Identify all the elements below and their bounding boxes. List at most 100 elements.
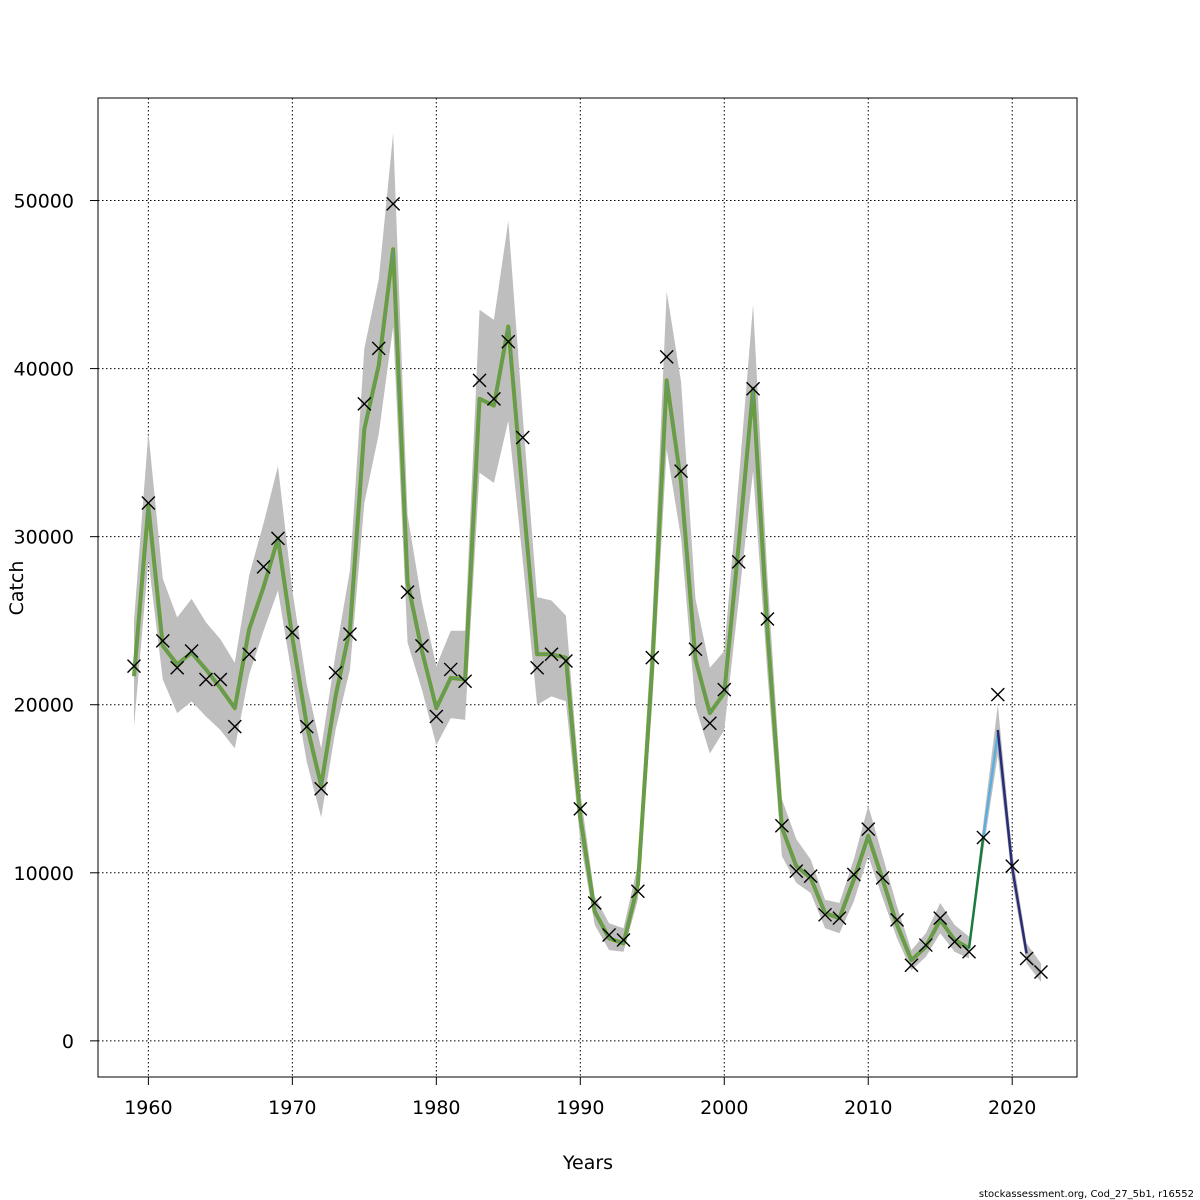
observed-point xyxy=(342,627,357,642)
observed-point xyxy=(890,912,905,927)
observed-point-stroke xyxy=(702,716,717,731)
observed-point-stroke xyxy=(357,396,372,411)
forecast-line xyxy=(1025,956,1042,975)
observed-point xyxy=(918,938,933,953)
observed-point-stroke xyxy=(256,559,271,574)
observed-point-stroke xyxy=(717,682,732,697)
observed-point xyxy=(818,907,833,922)
observed-point xyxy=(213,672,228,687)
observed-point-stroke xyxy=(587,896,602,911)
observed-point xyxy=(242,647,257,662)
observed-point-stroke xyxy=(933,911,948,926)
observed-point xyxy=(472,373,487,388)
observed-point xyxy=(429,709,444,724)
observed-point xyxy=(962,944,977,959)
observed-point xyxy=(861,822,876,837)
observed-point-stroke xyxy=(155,633,170,648)
observed-point xyxy=(803,869,818,884)
observed-point xyxy=(789,864,804,879)
observed-point-stroke xyxy=(400,585,415,600)
y-tick-label: 20000 xyxy=(14,695,74,717)
observed-point-stroke xyxy=(501,334,516,349)
observed-point-stroke xyxy=(630,884,645,899)
observed-point-stroke xyxy=(990,687,1005,702)
observed-point-stroke xyxy=(904,958,919,973)
observed-point xyxy=(270,531,285,546)
observed-point xyxy=(760,612,775,627)
observed-point-stroke xyxy=(515,430,530,445)
observed-point xyxy=(299,719,314,734)
observed-point-stroke xyxy=(213,672,228,687)
observed-point-stroke xyxy=(947,934,962,949)
observed-point xyxy=(314,781,329,796)
y-tick-label: 40000 xyxy=(14,359,74,381)
forecast-confidence-band xyxy=(969,704,1042,983)
observed-point-stroke xyxy=(198,672,213,687)
observed-point-stroke xyxy=(1005,859,1020,874)
observed-point-stroke xyxy=(126,659,141,674)
observed-point-stroke xyxy=(962,944,977,959)
observed-point xyxy=(602,927,617,942)
observed-point-stroke xyxy=(285,625,300,640)
observed-point xyxy=(702,716,717,731)
observed-point xyxy=(674,464,689,479)
observed-point xyxy=(875,870,890,885)
observed-point-stroke xyxy=(760,612,775,627)
observed-point xyxy=(630,884,645,899)
observed-point-stroke xyxy=(890,912,905,927)
observed-point-stroke xyxy=(443,662,458,677)
observed-point xyxy=(846,867,861,882)
observed-point xyxy=(904,958,919,973)
observed-point-stroke xyxy=(918,938,933,953)
observed-point-stroke xyxy=(270,531,285,546)
observed-point xyxy=(530,660,545,675)
observed-point-stroke xyxy=(1019,951,1034,966)
observed-point-stroke xyxy=(861,822,876,837)
plot-frame xyxy=(97,97,1078,1078)
observed-point xyxy=(386,196,401,211)
observed-point-stroke xyxy=(573,801,588,816)
observed-point xyxy=(371,341,386,356)
observed-point-stroke xyxy=(832,911,847,926)
observed-point-stroke xyxy=(659,349,674,364)
x-tick-label: 1970 xyxy=(268,1097,316,1119)
observed-point xyxy=(1034,964,1049,979)
observed-point xyxy=(731,554,746,569)
observed-point-stroke xyxy=(472,373,487,388)
observed-point-stroke xyxy=(184,643,199,658)
observed-point-stroke xyxy=(976,830,991,845)
observed-point xyxy=(198,672,213,687)
observed-point-stroke xyxy=(458,674,473,689)
observed-point xyxy=(933,911,948,926)
observed-point-stroke xyxy=(731,554,746,569)
observed-point xyxy=(746,381,761,396)
grid xyxy=(98,98,1077,1077)
observed-point xyxy=(357,396,372,411)
y-tick-label: 0 xyxy=(62,1031,74,1053)
observed-point-stroke xyxy=(242,647,257,662)
observed-point-stroke xyxy=(688,642,703,657)
observed-point xyxy=(501,334,516,349)
observed-point xyxy=(126,659,141,674)
x-tick-label: 2020 xyxy=(988,1097,1036,1119)
observed-point-stroke xyxy=(371,341,386,356)
observed-point xyxy=(645,650,660,665)
x-tick-label: 2000 xyxy=(700,1097,748,1119)
observed-point-stroke xyxy=(774,818,789,833)
observed-point-stroke xyxy=(328,665,343,680)
observed-point xyxy=(573,801,588,816)
observed-point-stroke xyxy=(414,638,429,653)
forecast-line xyxy=(996,729,1028,954)
observed-point xyxy=(285,625,300,640)
footer-credit: stockassessment.org, Cod_27_5b1, r16552 xyxy=(979,1189,1194,1200)
observed-point-stroke xyxy=(1034,964,1049,979)
observed-markers xyxy=(126,196,1049,979)
observed-point-stroke xyxy=(314,781,329,796)
observed-point-stroke xyxy=(616,933,631,948)
estimate-confidence-band xyxy=(133,133,970,971)
observed-point xyxy=(458,674,473,689)
observed-point xyxy=(587,896,602,911)
observed-point xyxy=(774,818,789,833)
observed-point-stroke xyxy=(645,650,660,665)
